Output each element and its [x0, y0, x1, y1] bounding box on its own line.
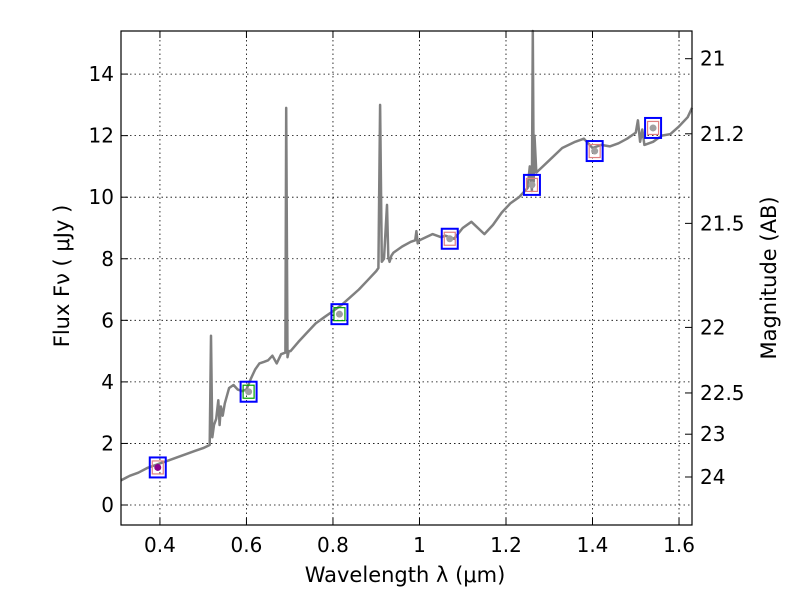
axis-ticks: 0.4 0.6 0.8 1 1.2 1.4 1.6024681012142121.221.5…	[89, 31, 745, 557]
y-axis-label-left: Flux Fν ( μJy )	[50, 205, 74, 348]
x-tick-label: 0.4	[144, 533, 176, 557]
right-tick-label: 21	[700, 47, 725, 71]
model-flux-box	[242, 384, 255, 399]
photometry-dot	[591, 147, 599, 155]
y-tick-label: 10	[89, 185, 114, 209]
photometry-markers	[148, 116, 663, 479]
x-axis-label: Wavelength λ (μm)	[305, 563, 506, 587]
photometry-point	[644, 116, 663, 139]
model-flux-box	[646, 120, 660, 136]
x-tick-label: 0.8	[317, 533, 349, 557]
photometry-point	[239, 380, 258, 403]
right-tick-label: 21.5	[700, 211, 745, 235]
photometry-dot	[154, 463, 162, 471]
photometry-point	[148, 456, 167, 479]
observed-flux-box	[330, 303, 349, 326]
x-tick-label: 1.4	[577, 533, 609, 557]
x-tick-label: 1.6	[663, 533, 695, 557]
photometry-dot	[335, 310, 343, 318]
y-tick-label: 4	[101, 370, 114, 394]
observed-flux-box	[239, 380, 258, 403]
right-tick-label: 22.5	[700, 381, 745, 405]
photometry-point	[440, 227, 459, 250]
y-tick-label: 2	[101, 431, 114, 455]
photometry-dot	[528, 181, 536, 189]
right-tick-label: 24	[700, 465, 725, 489]
y-tick-label: 8	[101, 247, 114, 271]
photometry-dot	[649, 124, 657, 132]
observed-flux-box	[585, 140, 604, 163]
photometry-dot	[446, 235, 454, 243]
grid-lines	[121, 31, 692, 525]
photometry-point	[330, 303, 349, 326]
observed-flux-box	[440, 227, 459, 250]
observed-flux-box	[148, 456, 167, 479]
model-flux-box	[588, 143, 601, 159]
x-tick-label: 1	[413, 533, 426, 557]
x-tick-label: 1.2	[490, 533, 522, 557]
photometry-dot	[245, 388, 253, 396]
y-tick-label: 6	[101, 308, 114, 332]
right-tick-label: 22	[700, 315, 725, 339]
y-tick-label: 0	[101, 493, 114, 517]
y-axis-label-right: Magnitude (AB)	[757, 196, 781, 359]
model-flux-box	[151, 460, 164, 475]
plot-area	[120, 29, 694, 482]
observed-flux-box	[522, 173, 541, 196]
y-tick-label: 14	[89, 62, 114, 86]
photometry-point	[585, 140, 604, 163]
x-tick-label: 0.6	[231, 533, 263, 557]
y-tick-label: 12	[89, 124, 114, 148]
spectrum-line	[120, 29, 694, 482]
model-flux-box	[525, 177, 539, 192]
photometry-point	[522, 173, 541, 196]
observed-flux-box	[644, 116, 663, 139]
right-tick-label: 21.2	[700, 122, 745, 146]
model-flux-box	[443, 231, 456, 246]
plot-frame	[120, 30, 693, 526]
model-flux-box	[333, 307, 346, 322]
right-tick-label: 23	[700, 422, 725, 446]
